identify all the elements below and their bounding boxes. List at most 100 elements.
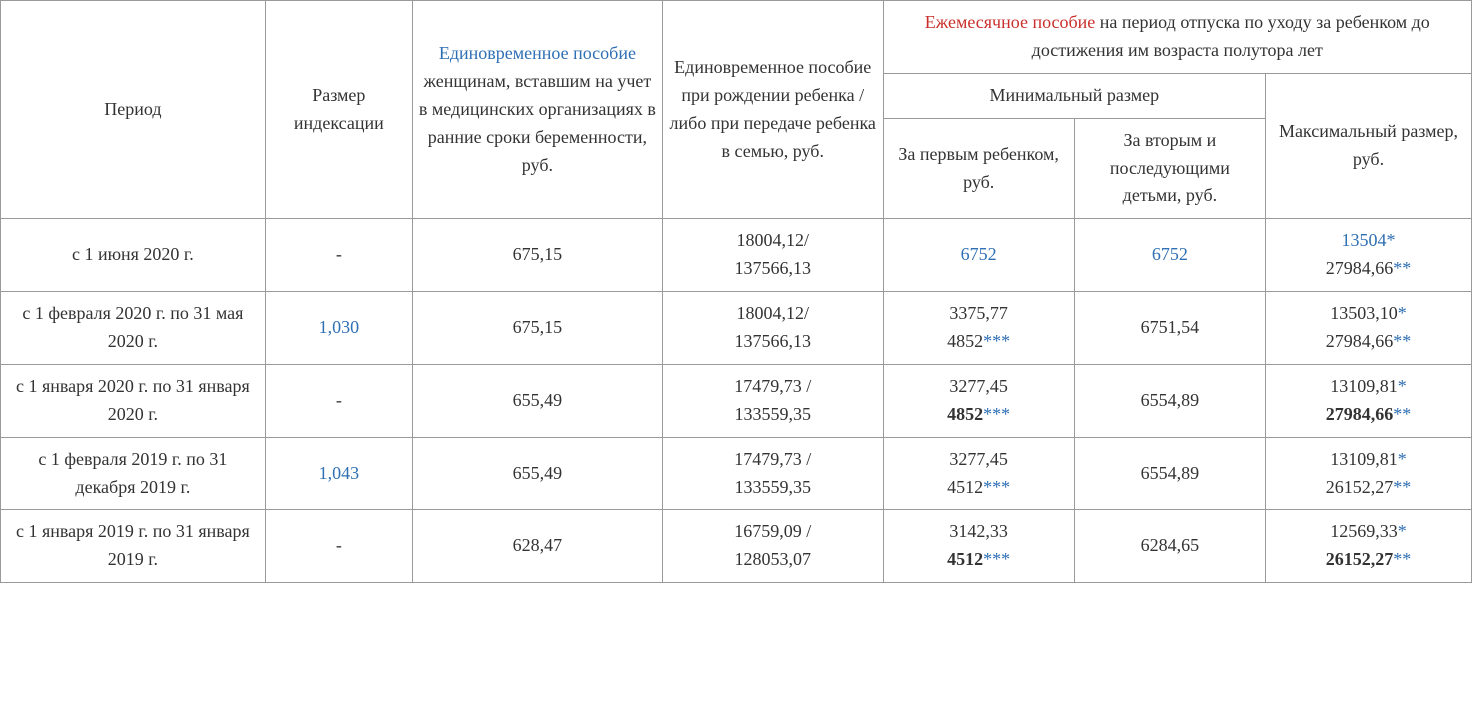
first-b-stars[interactable]: *** bbox=[983, 331, 1010, 351]
cell-period: с 1 января 2019 г. по 31 января 2019 г. bbox=[1, 510, 266, 583]
first-link[interactable]: 6752 bbox=[961, 244, 997, 264]
max-a-value: 13109,81 bbox=[1330, 376, 1398, 396]
benefits-table: Период Размер индексации Единовременное … bbox=[0, 0, 1472, 583]
cell-lumpsum-birth: 17479,73 /133559,35 bbox=[662, 364, 883, 437]
cell-second-child: 6554,89 bbox=[1074, 364, 1265, 437]
first-line1: 3375,77 bbox=[890, 300, 1068, 328]
col4-line1: 18004,12/ bbox=[669, 300, 877, 328]
max-b-value: 27984,66 bbox=[1326, 258, 1394, 278]
max-line1: 13109,81* bbox=[1272, 373, 1465, 401]
table-row: с 1 февраля 2019 г. по 31 декабря 2019 г… bbox=[1, 437, 1472, 510]
max-line1: 12569,33* bbox=[1272, 518, 1465, 546]
col4-line2: 137566,13 bbox=[669, 328, 877, 356]
first-b-stars[interactable]: *** bbox=[983, 404, 1010, 424]
cell-lumpsum-birth: 18004,12/137566,13 bbox=[662, 219, 883, 292]
first-b-value: 4512 bbox=[947, 549, 983, 569]
first-b-stars[interactable]: *** bbox=[983, 477, 1010, 497]
cell-index: 1,030 bbox=[265, 292, 412, 365]
col4-line1: 16759,09 / bbox=[669, 518, 877, 546]
header-lumpsum-registration: Единовременное пособие женщинам, вставши… bbox=[412, 1, 662, 219]
header-second-child: За вторым и последующими детьми, руб. bbox=[1074, 118, 1265, 219]
header-lumpsum-rest: женщинам, вставшим на учет в медицинских… bbox=[419, 71, 656, 175]
max-b-star[interactable]: ** bbox=[1393, 331, 1411, 351]
first-line2: 4852*** bbox=[890, 328, 1068, 356]
table-row: с 1 января 2020 г. по 31 января 2020 г.-… bbox=[1, 364, 1472, 437]
cell-lumpsum-birth: 17479,73 /133559,35 bbox=[662, 437, 883, 510]
max-line2: 26152,27** bbox=[1272, 546, 1465, 574]
header-monthly-link[interactable]: Ежемесячное пособие bbox=[925, 12, 1096, 32]
max-b-star[interactable]: ** bbox=[1393, 404, 1411, 424]
header-max-size: Максимальный размер, руб. bbox=[1266, 73, 1472, 219]
max-b-star[interactable]: ** bbox=[1393, 477, 1411, 497]
first-line1: 3142,33 bbox=[890, 518, 1068, 546]
cell-period: с 1 января 2020 г. по 31 января 2020 г. bbox=[1, 364, 266, 437]
cell-index: - bbox=[265, 364, 412, 437]
first-line1: 3277,45 bbox=[890, 446, 1068, 474]
cell-max: 13109,81*27984,66** bbox=[1266, 364, 1472, 437]
max-a-star[interactable]: * bbox=[1398, 449, 1407, 469]
cell-index: 1,043 bbox=[265, 437, 412, 510]
max-a-value: 13503,10 bbox=[1330, 303, 1398, 323]
cell-second-child: 6284,65 bbox=[1074, 510, 1265, 583]
header-lumpsum-birth: Единовременное пособие при рождении ребе… bbox=[662, 1, 883, 219]
table-row: с 1 июня 2020 г.-675,1518004,12/137566,1… bbox=[1, 219, 1472, 292]
cell-lumpsum-registration: 628,47 bbox=[412, 510, 662, 583]
header-period: Период bbox=[1, 1, 266, 219]
col4-line2: 133559,35 bbox=[669, 474, 877, 502]
max-a-star[interactable]: * bbox=[1398, 521, 1407, 541]
header-lumpsum-link[interactable]: Единовременное пособие bbox=[439, 43, 636, 63]
max-a-value: 13109,81 bbox=[1330, 449, 1398, 469]
first-line2: 4852*** bbox=[890, 401, 1068, 429]
col4-line1: 17479,73 / bbox=[669, 446, 877, 474]
header-index-size: Размер индексации bbox=[265, 1, 412, 219]
max-a-star[interactable]: * bbox=[1398, 376, 1407, 396]
max-line1: 13503,10* bbox=[1272, 300, 1465, 328]
cell-period: с 1 февраля 2020 г. по 31 мая 2020 г. bbox=[1, 292, 266, 365]
header-monthly-top: Ежемесячное пособие на период отпуска по… bbox=[883, 1, 1471, 74]
cell-max: 13109,81*26152,27** bbox=[1266, 437, 1472, 510]
first-line1: 6752 bbox=[890, 241, 1068, 269]
cell-first-child: 3277,454852*** bbox=[883, 364, 1074, 437]
col4-line2: 128053,07 bbox=[669, 546, 877, 574]
max-a-value[interactable]: 13504 bbox=[1342, 230, 1387, 250]
col4-line1: 17479,73 / bbox=[669, 373, 877, 401]
cell-max: 13503,10*27984,66** bbox=[1266, 292, 1472, 365]
header-min-size: Минимальный размер bbox=[883, 73, 1265, 118]
table-row: с 1 января 2019 г. по 31 января 2019 г.-… bbox=[1, 510, 1472, 583]
cell-first-child: 3375,774852*** bbox=[883, 292, 1074, 365]
second-link[interactable]: 6752 bbox=[1152, 244, 1188, 264]
cell-period: с 1 февраля 2019 г. по 31 декабря 2019 г… bbox=[1, 437, 266, 510]
max-line1: 13504* bbox=[1272, 227, 1465, 255]
max-b-star[interactable]: ** bbox=[1393, 549, 1411, 569]
cell-first-child: 3277,45 4512*** bbox=[883, 437, 1074, 510]
max-a-star[interactable]: * bbox=[1398, 303, 1407, 323]
table-row: с 1 февраля 2020 г. по 31 мая 2020 г. 1,0… bbox=[1, 292, 1472, 365]
cell-period: с 1 июня 2020 г. bbox=[1, 219, 266, 292]
cell-lumpsum-registration: 655,49 bbox=[412, 364, 662, 437]
max-line2: 26152,27** bbox=[1272, 474, 1465, 502]
first-b-stars[interactable]: *** bbox=[983, 549, 1010, 569]
cell-lumpsum-birth: 18004,12/137566,13 bbox=[662, 292, 883, 365]
max-line2: 27984,66** bbox=[1272, 328, 1465, 356]
max-b-star[interactable]: ** bbox=[1393, 258, 1411, 278]
max-line2: 27984,66** bbox=[1272, 401, 1465, 429]
first-b-value: 4852 bbox=[947, 404, 983, 424]
cell-index: - bbox=[265, 510, 412, 583]
index-link[interactable]: 1,030 bbox=[319, 317, 360, 337]
cell-lumpsum-registration: 655,49 bbox=[412, 437, 662, 510]
cell-first-child: 3142,334512*** bbox=[883, 510, 1074, 583]
header-first-child: За первым ребенком, руб. bbox=[883, 118, 1074, 219]
max-b-value: 27984,66 bbox=[1326, 331, 1394, 351]
cell-second-child: 6752 bbox=[1074, 219, 1265, 292]
cell-lumpsum-birth: 16759,09 /128053,07 bbox=[662, 510, 883, 583]
col4-line2: 133559,35 bbox=[669, 401, 877, 429]
max-a-star[interactable]: * bbox=[1387, 230, 1396, 250]
first-line2: 4512*** bbox=[890, 546, 1068, 574]
cell-first-child: 6752 bbox=[883, 219, 1074, 292]
first-b-value: 4512 bbox=[947, 477, 983, 497]
cell-max: 12569,33*26152,27** bbox=[1266, 510, 1472, 583]
max-b-value: 26152,27 bbox=[1326, 477, 1394, 497]
table-header: Период Размер индексации Единовременное … bbox=[1, 1, 1472, 219]
first-line1: 3277,45 bbox=[890, 373, 1068, 401]
index-link[interactable]: 1,043 bbox=[319, 463, 360, 483]
